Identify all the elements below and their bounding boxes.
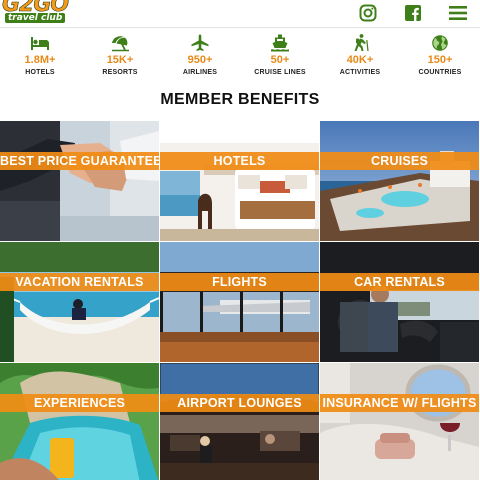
airport-terminal-photo	[160, 242, 319, 362]
logo-tagline: travel club	[5, 13, 66, 23]
tile-label: HOTELS	[160, 152, 319, 170]
hotel-room-photo	[160, 121, 319, 241]
instagram-icon[interactable]	[359, 4, 377, 22]
stat-activities: 40K+ ACTIVITIES	[320, 30, 400, 80]
stat-value: 40K+	[346, 54, 374, 66]
tile-best-price-guarantee[interactable]: BEST PRICE GUARANTEE	[0, 121, 159, 241]
tile-label: INSURANCE W/ FLIGHTS	[320, 394, 479, 412]
section-title: MEMBER BENEFITS	[160, 91, 320, 108]
tile-label: CRUISES	[320, 152, 479, 170]
stat-value: 950+	[187, 54, 213, 66]
stat-value: 150+	[427, 54, 453, 66]
beach-hammock-photo	[0, 242, 159, 362]
car-interior-photo	[320, 242, 479, 362]
tile-insurance-w-flights[interactable]: INSURANCE W/ FLIGHTS	[320, 363, 479, 480]
hiking-icon	[349, 33, 371, 53]
tile-label: FLIGHTS	[160, 273, 319, 291]
tile-hotels[interactable]: HOTELS	[160, 121, 319, 241]
tile-label: EXPERIENCES	[0, 394, 159, 412]
benefits-grid: BEST PRICE GUARANTEE HOTELS	[0, 121, 480, 480]
menu-icon[interactable]	[448, 4, 468, 22]
g2go-logo[interactable]: G2GO travel club	[2, 0, 78, 26]
handshake-photo	[0, 121, 159, 241]
cruise-ship-photo	[320, 121, 479, 241]
beach-umbrella-icon	[109, 33, 131, 53]
stat-value: 1.8M+	[24, 54, 56, 66]
globe-icon	[429, 33, 451, 53]
airplane-window-photo	[320, 363, 479, 480]
tile-cruises[interactable]: CRUISES	[320, 121, 479, 241]
tile-vacation-rentals[interactable]: VACATION RENTALS	[0, 242, 159, 362]
cove-drink-photo	[0, 363, 159, 480]
tile-experiences[interactable]: EXPERIENCES	[0, 363, 159, 480]
tile-label: AIRPORT LOUNGES	[160, 394, 319, 412]
stat-label: CRUISE LINES	[254, 69, 306, 76]
tile-flights[interactable]: FLIGHTS	[160, 242, 319, 362]
top-header: G2GO travel club	[0, 0, 480, 28]
stat-airlines: 950+ AIRLINES	[160, 30, 240, 80]
stat-value: 50+	[270, 54, 290, 66]
stat-label: COUNTRIES	[418, 69, 462, 76]
tile-label: VACATION RENTALS	[0, 273, 159, 291]
tile-label: CAR RENTALS	[320, 273, 479, 291]
stat-countries: 150+ COUNTRIES	[400, 30, 480, 80]
bed-icon	[29, 33, 51, 53]
stat-hotels: 1.8M+ HOTELS	[0, 30, 80, 80]
ship-icon	[269, 33, 291, 53]
stat-resorts: 15K+ RESORTS	[80, 30, 160, 80]
stat-label: HOTELS	[25, 69, 55, 76]
stat-label: AIRLINES	[182, 69, 218, 76]
tile-car-rentals[interactable]: CAR RENTALS	[320, 242, 479, 362]
stats-row: 1.8M+ HOTELS 15K+ RESORTS 950+ AIRLINES …	[0, 30, 480, 80]
stat-cruise-lines: 50+ CRUISE LINES	[240, 30, 320, 80]
facebook-icon[interactable]	[404, 4, 422, 22]
logo-wordmark: G2GO	[2, 0, 70, 17]
airplane-icon	[189, 33, 211, 53]
stat-value: 15K+	[106, 54, 134, 66]
stat-label: RESORTS	[102, 69, 138, 76]
lounge-photo	[160, 363, 319, 480]
tile-label: BEST PRICE GUARANTEE	[0, 152, 159, 170]
tile-airport-lounges[interactable]: AIRPORT LOUNGES	[160, 363, 319, 480]
stat-label: ACTIVITIES	[339, 69, 381, 76]
